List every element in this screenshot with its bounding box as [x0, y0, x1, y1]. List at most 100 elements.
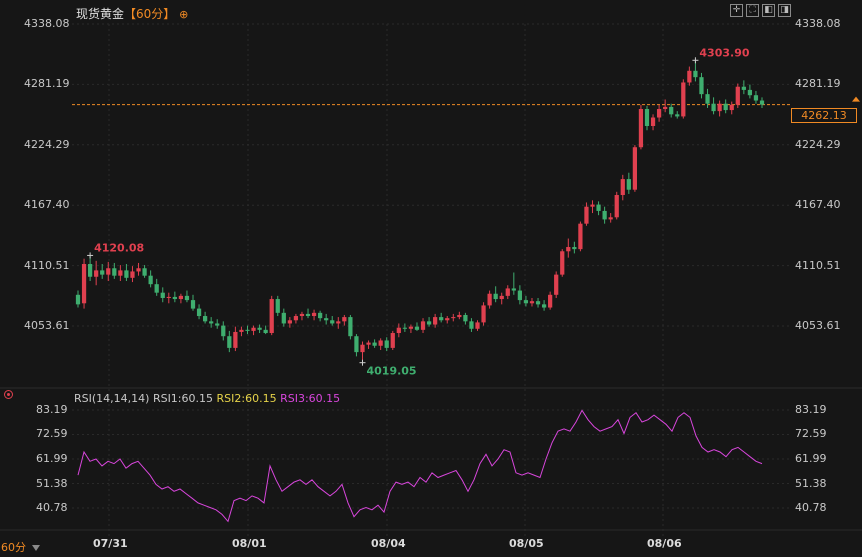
candle-body	[608, 217, 613, 220]
candle-body	[693, 70, 698, 78]
candle-body	[94, 270, 99, 277]
candle-body	[705, 94, 710, 104]
candle-body	[305, 313, 311, 317]
instrument-name: 现货黄金	[76, 7, 125, 21]
candle-body	[166, 296, 171, 298]
candle-body	[535, 301, 541, 305]
candles	[75, 60, 765, 363]
period-selector[interactable]: 60分	[1, 539, 40, 555]
rsi-tick-left: 72.59	[36, 427, 68, 441]
candle-body	[215, 323, 220, 326]
rsi3-value: RSI3:60.15	[280, 392, 341, 405]
candle-body	[529, 301, 535, 304]
candle-body	[451, 317, 456, 319]
dropdown-icon	[31, 545, 40, 551]
price-tick-left: 4224.29	[24, 137, 70, 151]
candle-body	[281, 312, 286, 324]
candle-body	[499, 295, 504, 300]
crosshair-icon[interactable]: ✛	[730, 4, 743, 17]
candle-body	[202, 316, 208, 322]
candle-body	[342, 317, 347, 322]
candle-body	[130, 271, 135, 278]
price-tick-left: 4110.51	[24, 258, 70, 272]
rsi-legend: RSI(14,14,14) RSI1:60.15 RSI2:60.15 RSI3…	[74, 392, 340, 405]
candle-body	[560, 251, 565, 275]
candle-body	[336, 321, 341, 324]
price-tick-right: 4224.29	[795, 137, 841, 151]
candle-body	[402, 327, 407, 329]
period-label: 60分	[1, 541, 26, 554]
candle-body	[487, 293, 492, 306]
period-badge[interactable]: 【60分】	[124, 7, 176, 21]
candle-body	[711, 103, 716, 112]
candle-body	[184, 295, 190, 301]
candle-body	[614, 195, 619, 218]
candle-body	[554, 274, 559, 295]
rsi-tick-left: 61.99	[36, 451, 68, 465]
candle-body	[299, 313, 305, 317]
price-tick-right: 4110.51	[795, 258, 841, 272]
candle-body	[505, 288, 510, 296]
candle-body	[124, 270, 129, 278]
candle-body	[366, 342, 371, 345]
candle-body	[227, 336, 232, 348]
candle-body	[81, 264, 87, 304]
price-tick-left: 4338.08	[24, 17, 70, 30]
rsi2-value: RSI2:60.15	[216, 392, 277, 405]
candle-body	[566, 247, 571, 252]
candle-body	[584, 206, 589, 224]
candle-body	[330, 320, 335, 324]
candle-body	[493, 293, 498, 300]
candle-body	[638, 109, 644, 148]
price-tick-right: 4053.61	[795, 319, 841, 332]
circle-plus-icon[interactable]: ⊕	[179, 8, 189, 21]
candle-body	[209, 321, 214, 324]
panel-right-icon[interactable]: ◨	[778, 4, 791, 17]
date-tick: 08/01	[232, 537, 267, 550]
candle-body	[572, 247, 577, 250]
candle-body	[318, 312, 323, 319]
candle-body	[620, 179, 625, 196]
rsi-name: RSI(14,14,14)	[74, 392, 150, 405]
rsi-tick-right: 72.59	[795, 427, 827, 441]
period-high-label: 4303.90	[699, 46, 749, 59]
candle-body	[735, 86, 740, 105]
candle-body	[602, 210, 607, 220]
candle-body	[687, 70, 692, 83]
candle-body	[596, 204, 601, 211]
record-dot-icon[interactable]	[4, 390, 13, 399]
grid-lines	[0, 23, 862, 548]
swing-low-label: 4019.05	[366, 365, 416, 378]
price-tick-right: 4281.19	[795, 77, 841, 91]
rsi-tick-right: 83.19	[795, 403, 827, 416]
candle-body	[457, 314, 462, 318]
candle-body	[287, 320, 292, 324]
date-tick: 07/31	[93, 537, 128, 550]
candle-body	[142, 268, 147, 276]
rsi-tick-left: 40.78	[36, 501, 68, 514]
candle-body	[632, 147, 638, 190]
candle-body	[541, 304, 547, 308]
candle-body	[378, 340, 383, 346]
candle-body	[160, 292, 165, 298]
rsi-series	[77, 409, 763, 523]
candle-body	[136, 268, 141, 272]
candle-body	[75, 294, 81, 305]
candle-body	[475, 322, 480, 329]
candle-body	[257, 327, 262, 330]
candle-body	[384, 340, 389, 348]
panel-left-icon[interactable]: ◧	[762, 4, 775, 17]
swing-high-label: 4120.08	[94, 241, 144, 254]
candle-body	[408, 326, 414, 329]
candle-body	[245, 329, 250, 331]
candle-body	[717, 103, 722, 112]
candle-body	[663, 106, 668, 110]
candle-body	[699, 77, 704, 95]
candle-body	[100, 270, 105, 275]
candle-body	[669, 106, 674, 115]
candle-body	[723, 103, 728, 111]
candle-body	[112, 268, 117, 276]
fullscreen-icon[interactable]: ⛶	[746, 4, 759, 17]
rsi1-value: RSI1:60.15	[152, 392, 214, 405]
